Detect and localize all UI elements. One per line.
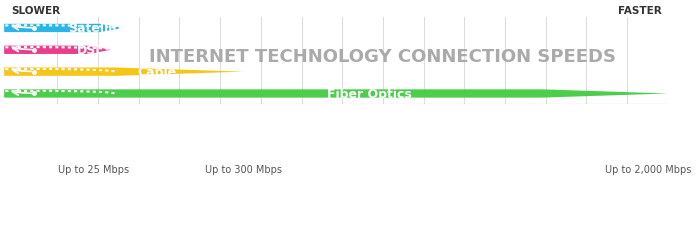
Text: INTERNET TECHNOLOGY CONNECTION SPEEDS: INTERNET TECHNOLOGY CONNECTION SPEEDS (149, 48, 616, 66)
Polygon shape (4, 90, 668, 98)
Text: Satellite: Satellite (68, 22, 127, 35)
Polygon shape (4, 68, 243, 76)
Polygon shape (4, 46, 110, 55)
Text: Up to 2,000 Mbps: Up to 2,000 Mbps (605, 164, 691, 174)
Polygon shape (4, 25, 124, 33)
Text: FASTER: FASTER (617, 6, 661, 16)
Text: SLOWER: SLOWER (10, 6, 60, 16)
Text: Up to 25 Mbps: Up to 25 Mbps (58, 164, 129, 174)
Text: Cable: Cable (137, 66, 176, 79)
Text: DSL: DSL (77, 44, 104, 57)
Text: Up to 300 Mbps: Up to 300 Mbps (205, 164, 282, 174)
Text: Fiber Optics: Fiber Optics (327, 88, 412, 101)
